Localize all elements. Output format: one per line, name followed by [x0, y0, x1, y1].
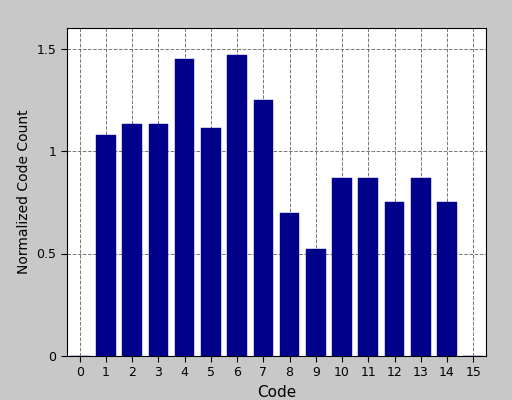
Bar: [306, 250, 326, 356]
Bar: [122, 124, 142, 356]
Bar: [96, 134, 116, 356]
Bar: [175, 59, 195, 356]
Y-axis label: Normalized Code Count: Normalized Code Count: [16, 110, 31, 274]
Bar: [358, 178, 378, 356]
Bar: [227, 55, 247, 356]
Bar: [411, 178, 431, 356]
Bar: [148, 124, 168, 356]
Bar: [437, 202, 457, 356]
Bar: [253, 100, 273, 356]
Bar: [201, 128, 221, 356]
Bar: [385, 202, 404, 356]
Bar: [280, 212, 300, 356]
X-axis label: Code: Code: [257, 385, 296, 400]
Bar: [332, 178, 352, 356]
